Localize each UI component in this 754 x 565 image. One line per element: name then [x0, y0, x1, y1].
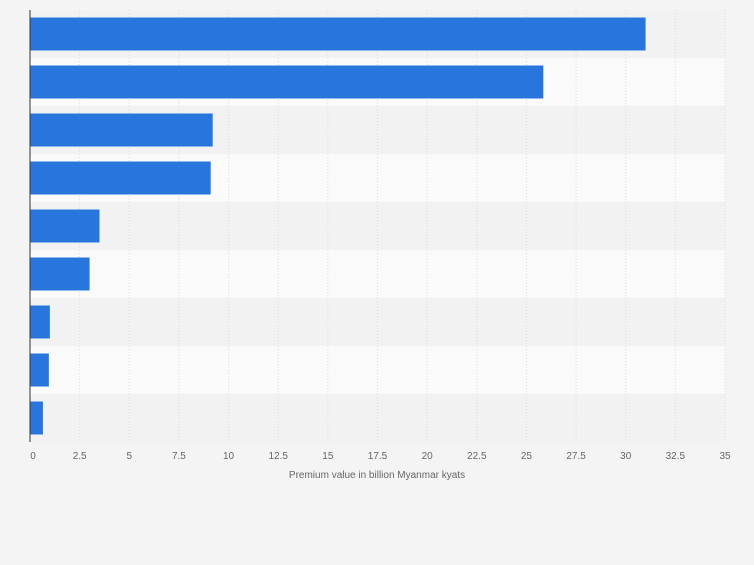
bar[interactable] — [30, 305, 50, 339]
x-tick-label: 32.5 — [666, 451, 686, 462]
bar[interactable] — [30, 209, 100, 243]
x-tick-label: 5 — [127, 451, 133, 462]
x-tick-label: 10 — [223, 451, 235, 462]
x-tick-label: 2.5 — [73, 451, 87, 462]
x-tick-label: 0 — [30, 451, 36, 462]
bars — [30, 17, 646, 435]
bar[interactable] — [30, 257, 90, 291]
x-tick-label: 35 — [719, 451, 731, 462]
bar[interactable] — [30, 401, 43, 435]
bar[interactable] — [30, 161, 211, 195]
x-tick-label: 15 — [322, 451, 334, 462]
x-axis-ticks: 0 2.5 5 7.5 10 12.5 15 17.5 20 22.5 25 27.5 30 32.5 35 — [30, 451, 731, 462]
x-tick-label: 30 — [620, 451, 632, 462]
bar[interactable] — [30, 17, 646, 51]
x-tick-label: 7.5 — [172, 451, 186, 462]
bar[interactable] — [30, 353, 49, 387]
bar[interactable] — [30, 113, 213, 147]
x-axis-label: Premium value in billion Myanmar kyats — [289, 470, 465, 481]
x-tick-label: 17.5 — [368, 451, 388, 462]
x-tick-label: 22.5 — [467, 451, 487, 462]
x-tick-label: 20 — [422, 451, 434, 462]
x-tick-label: 25 — [521, 451, 533, 462]
bar[interactable] — [30, 65, 544, 99]
x-tick-label: 12.5 — [268, 451, 288, 462]
x-tick-label: 27.5 — [566, 451, 586, 462]
